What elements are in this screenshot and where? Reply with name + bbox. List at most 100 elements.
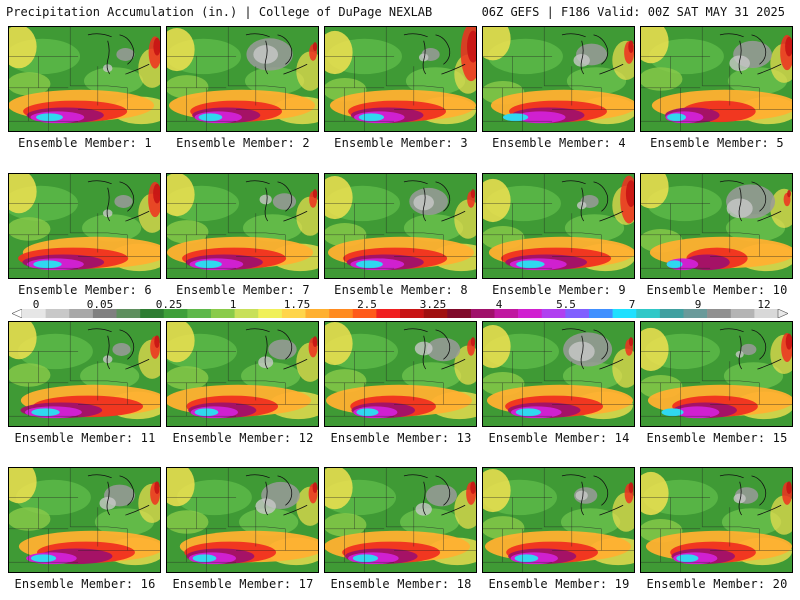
ensemble-member-map [166, 26, 319, 132]
map-title: Precipitation Accumulation (in.) | Colle… [6, 5, 433, 19]
colorbar-swatch [730, 309, 755, 318]
colorbar-label: 4 [495, 298, 503, 311]
ensemble-member-map [324, 26, 477, 132]
ensemble-member-map [482, 173, 635, 279]
ensemble-member-map [166, 467, 319, 573]
colorbar-swatch [22, 309, 46, 318]
colorbar-swatch [163, 309, 188, 318]
colorbar-swatch [423, 309, 448, 318]
member-caption: Ensemble Member: 9 [492, 283, 626, 297]
colorbar-swatch [565, 309, 590, 318]
member-caption: Ensemble Member: 5 [650, 136, 784, 150]
member-caption: Ensemble Member: 15 [646, 431, 788, 445]
colorbar-swatch [683, 309, 708, 318]
member-caption: Ensemble Member: 4 [492, 136, 626, 150]
colorbar-swatch [305, 309, 330, 318]
colorbar-label: 12 [757, 298, 771, 311]
member-caption: Ensemble Member: 19 [488, 577, 630, 591]
colorbar-swatch [258, 309, 283, 318]
ensemble-member-map [640, 26, 793, 132]
member-caption: Ensemble Member: 18 [330, 577, 472, 591]
precip-field [167, 468, 318, 572]
colorbar-label: 0.05 [86, 298, 114, 311]
member-caption: Ensemble Member: 2 [176, 136, 310, 150]
ensemble-member-map [324, 321, 477, 427]
colorbar-swatch [470, 309, 495, 318]
member-caption: Ensemble Member: 7 [176, 283, 310, 297]
colorbar-label: 1.75 [283, 298, 311, 311]
colorbar-swatch [376, 309, 401, 318]
colorbar-swatch [211, 309, 235, 318]
colorbar-labels: 0 0.05 0.25 1 1.75 2.5 3.25 4 5.5 7 9 12 [0, 298, 800, 311]
colorbar-swatch [541, 309, 566, 318]
colorbar-swatch [636, 309, 661, 318]
precip-field [483, 468, 634, 572]
colorbar-swatch [707, 309, 732, 318]
precip-field [483, 322, 634, 426]
colorbar-swatch [659, 309, 684, 318]
precip-field [483, 174, 634, 278]
colorbar-swatch [187, 309, 212, 318]
member-caption: Ensemble Member: 1 [18, 136, 152, 150]
precip-field [483, 27, 634, 131]
colorbar-swatch [69, 309, 94, 318]
colorbar-swatch [234, 309, 259, 318]
ensemble-member-map [166, 173, 319, 279]
colorbar-label: 5.5 [556, 298, 576, 311]
precip-colorbar [12, 309, 788, 318]
member-caption: Ensemble Member: 17 [172, 577, 314, 591]
ensemble-member-map [324, 173, 477, 279]
member-caption: Ensemble Member: 20 [646, 577, 788, 591]
precip-field [325, 174, 476, 278]
ensemble-member-map [640, 173, 793, 279]
member-caption: Ensemble Member: 3 [334, 136, 468, 150]
precip-field [641, 174, 792, 278]
colorbar-swatch [400, 309, 424, 318]
colorbar-label: 2.5 [357, 298, 377, 311]
member-caption: Ensemble Member: 10 [646, 283, 788, 297]
precip-field [325, 27, 476, 131]
ensemble-member-map [8, 173, 161, 279]
precip-field [167, 174, 318, 278]
colorbar-label: 0 [32, 298, 40, 311]
precip-field [9, 468, 160, 572]
member-caption: Ensemble Member: 12 [172, 431, 314, 445]
member-caption: Ensemble Member: 11 [14, 431, 156, 445]
colorbar-swatch [589, 309, 613, 318]
colorbar-swatch [45, 309, 70, 318]
colorbar-swatch [116, 309, 141, 318]
colorbar-label: 7 [628, 298, 636, 311]
precip-field [325, 322, 476, 426]
ensemble-member-map [482, 26, 635, 132]
colorbar-swatch [518, 309, 543, 318]
colorbar-label: 0.25 [155, 298, 183, 311]
precip-field [325, 468, 476, 572]
run-valid-info: 06Z GEFS | F186 Valid: 00Z SAT MAY 31 20… [481, 5, 785, 19]
member-caption: Ensemble Member: 6 [18, 283, 152, 297]
ensemble-member-map [482, 467, 635, 573]
colorbar-swatch [447, 309, 472, 318]
colorbar-swatch [612, 309, 637, 318]
ensemble-member-map [640, 321, 793, 427]
colorbar-swatch [329, 309, 354, 318]
colorbar-swatch [92, 309, 117, 318]
precip-field [9, 322, 160, 426]
ensemble-member-map [8, 467, 161, 573]
colorbar-label: 9 [694, 298, 702, 311]
ensemble-member-map [482, 321, 635, 427]
precip-field [641, 27, 792, 131]
precip-field [9, 27, 160, 131]
member-caption: Ensemble Member: 13 [330, 431, 472, 445]
colorbar-swatch [494, 309, 519, 318]
member-caption: Ensemble Member: 8 [334, 283, 468, 297]
precip-field [167, 322, 318, 426]
precip-field [641, 322, 792, 426]
colorbar-swatch [281, 309, 306, 318]
colorbar-label: 3.25 [419, 298, 447, 311]
precip-field [641, 468, 792, 572]
member-caption: Ensemble Member: 14 [488, 431, 630, 445]
precip-field [167, 27, 318, 131]
ensemble-member-map [8, 26, 161, 132]
colorbar-label: 1 [229, 298, 237, 311]
colorbar-swatch [140, 309, 165, 318]
